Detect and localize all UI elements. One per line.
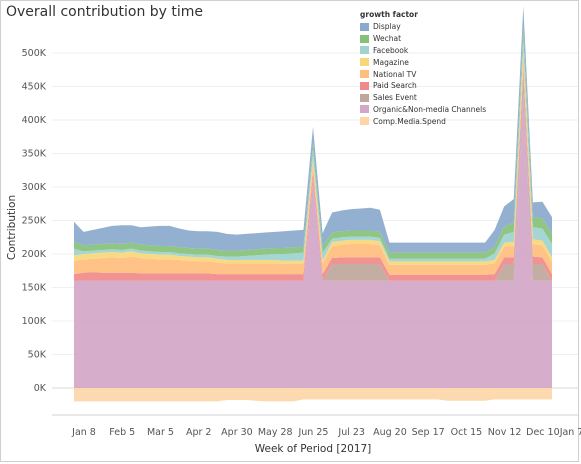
legend-label: Magazine	[373, 57, 409, 67]
legend-item[interactable]: Wechat	[360, 33, 486, 45]
legend-item[interactable]: Magazine	[360, 56, 486, 68]
chart-title: Overall contribution by time	[6, 4, 204, 20]
legend-swatch	[360, 81, 369, 90]
legend-swatch	[360, 117, 369, 126]
x-tick-label: Jul 23	[337, 427, 365, 438]
y-tick-label: 300K	[22, 182, 47, 193]
legend-item[interactable]: National TV	[360, 68, 486, 80]
y-tick-label: 400K	[22, 115, 47, 126]
legend-swatch	[360, 58, 369, 67]
legend-swatch	[360, 93, 369, 102]
x-tick-label: Oct 15	[451, 427, 483, 438]
area-series	[74, 36, 552, 262]
legend-label: Facebook	[373, 45, 409, 55]
x-tick-label: Jan 8	[71, 427, 96, 438]
legend-label: Organic&Non-media Channels	[373, 104, 487, 114]
x-tick-label: Dec 10	[526, 427, 560, 438]
y-tick-label: 0K	[34, 383, 47, 394]
x-tick-label: Jun 25	[297, 427, 328, 438]
legend-title: growth factor	[360, 10, 418, 19]
x-axis-title: Week of Period [2017]	[255, 443, 372, 455]
y-tick-label: 350K	[22, 149, 47, 160]
x-tick-label: Feb 5	[109, 427, 135, 438]
x-tick-label: Mar 5	[147, 427, 174, 438]
legend-item[interactable]: Sales Event	[360, 92, 486, 104]
area-series	[74, 6, 552, 253]
y-tick-label: 50K	[28, 350, 47, 361]
x-tick-label: Aug 20	[373, 427, 407, 438]
legend-swatch	[360, 70, 369, 79]
y-tick-label: 200K	[22, 249, 47, 260]
legend-swatch	[360, 105, 369, 114]
y-axis-title: Contribution	[6, 195, 18, 260]
area-series	[74, 55, 552, 275]
x-tick-label: Apr 2	[186, 427, 212, 438]
x-tick-label: Nov 12	[488, 427, 522, 438]
area-series	[74, 93, 552, 388]
y-tick-label: 450K	[22, 82, 47, 93]
y-tick-label: 250K	[22, 216, 47, 227]
legend-item[interactable]: Facebook	[360, 45, 486, 57]
legend-label: Wechat	[373, 34, 402, 44]
legend-label: Paid Search	[373, 81, 417, 91]
x-tick-label: Sep 17	[412, 427, 445, 438]
legend-label: Comp.Media.Spend	[373, 116, 446, 126]
legend: growth factor Display Wechat Facebook Magaz…	[360, 10, 486, 127]
area-series	[74, 50, 552, 265]
x-tick-label: Jan 7	[559, 427, 581, 438]
legend-label: Display	[373, 22, 401, 32]
legend-item[interactable]: Organic&Non-media Channels	[360, 104, 486, 116]
area-series	[74, 388, 552, 402]
legend-items: Display Wechat Facebook Magazine National TV…	[360, 21, 486, 127]
legend-label: Sales Event	[373, 93, 417, 103]
legend-label: National TV	[373, 69, 417, 79]
y-tick-label: 100K	[22, 316, 47, 327]
y-tick-label: 150K	[22, 283, 47, 294]
legend-swatch	[360, 34, 369, 43]
legend-item[interactable]: Comp.Media.Spend	[360, 115, 486, 127]
legend-item[interactable]: Paid Search	[360, 80, 486, 92]
legend-swatch	[360, 46, 369, 55]
area-series	[74, 68, 552, 281]
x-tick-label: Apr 30	[221, 427, 253, 438]
legend-item[interactable]: Display	[360, 21, 486, 33]
x-tick-label: May 28	[258, 427, 293, 438]
y-tick-label: 500K	[22, 48, 47, 59]
legend-swatch	[360, 22, 369, 31]
